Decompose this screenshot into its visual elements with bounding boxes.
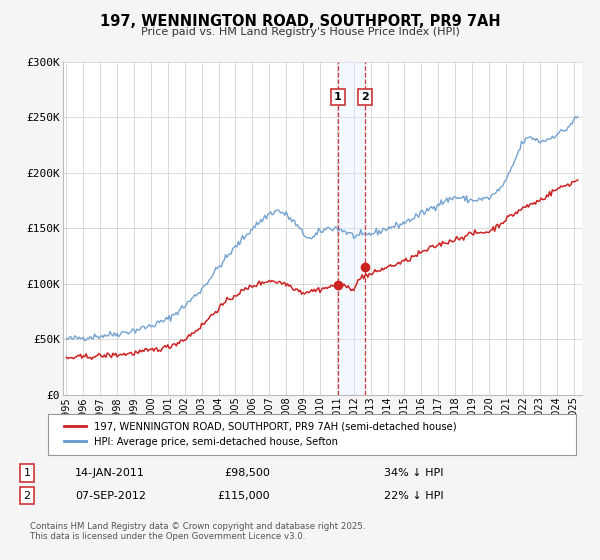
Text: 197, WENNINGTON ROAD, SOUTHPORT, PR9 7AH: 197, WENNINGTON ROAD, SOUTHPORT, PR9 7AH bbox=[100, 14, 500, 29]
Bar bbox=[338, 62, 365, 395]
Text: Price paid vs. HM Land Registry's House Price Index (HPI): Price paid vs. HM Land Registry's House … bbox=[140, 27, 460, 37]
Text: £98,500: £98,500 bbox=[224, 468, 270, 478]
Text: £115,000: £115,000 bbox=[217, 491, 270, 501]
Text: 1: 1 bbox=[334, 92, 341, 102]
Legend: 197, WENNINGTON ROAD, SOUTHPORT, PR9 7AH (semi-detached house), HPI: Average pri: 197, WENNINGTON ROAD, SOUTHPORT, PR9 7AH… bbox=[58, 416, 463, 453]
Text: 2: 2 bbox=[362, 92, 370, 102]
Text: 14-JAN-2011: 14-JAN-2011 bbox=[75, 468, 145, 478]
Text: 2: 2 bbox=[23, 491, 31, 501]
Text: 1: 1 bbox=[23, 468, 31, 478]
Text: 07-SEP-2012: 07-SEP-2012 bbox=[75, 491, 146, 501]
Text: Contains HM Land Registry data © Crown copyright and database right 2025.
This d: Contains HM Land Registry data © Crown c… bbox=[30, 522, 365, 542]
Text: 22% ↓ HPI: 22% ↓ HPI bbox=[384, 491, 443, 501]
Text: 34% ↓ HPI: 34% ↓ HPI bbox=[384, 468, 443, 478]
